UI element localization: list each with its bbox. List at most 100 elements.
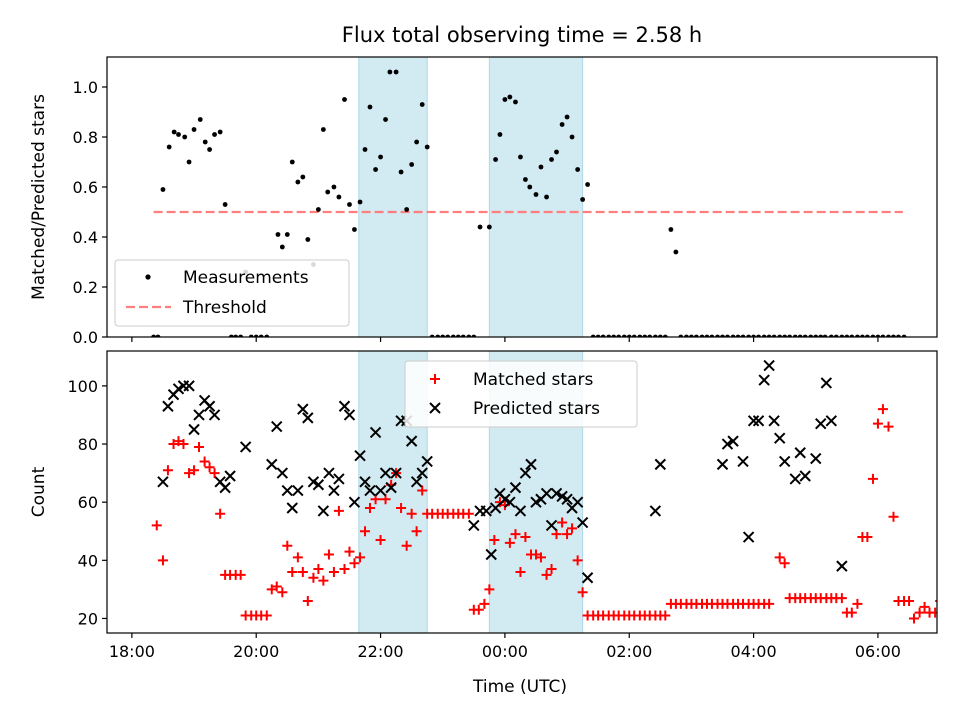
measurement-ratio-panel: 0.0 0.2 0.4 0.6 0.8 1.0 Matched/Predicted star… — [29, 56, 938, 347]
predicted-star-point — [581, 572, 594, 584]
observing-interval-band — [358, 57, 428, 337]
measurement-point — [497, 132, 503, 137]
matched-star-point — [489, 534, 500, 545]
measurement-point — [569, 134, 575, 140]
matched-star-point — [510, 529, 521, 540]
predicted-star-point — [359, 476, 371, 488]
predicted-star-point — [485, 548, 497, 561]
predicted-star-point — [354, 449, 366, 462]
predicted-star-point — [540, 487, 553, 500]
x-tick-label: 06:00 — [855, 642, 901, 661]
predicted-star-point — [348, 496, 361, 508]
predicted-star-point — [183, 380, 195, 392]
matched-star-point — [872, 418, 883, 429]
matched-star-point — [401, 540, 412, 551]
predicted-star-point — [561, 493, 573, 505]
legend-box — [404, 360, 638, 428]
matched-star-point — [411, 526, 422, 537]
matched-star-point — [323, 549, 334, 560]
measurement-point — [202, 139, 208, 145]
predicted-star-point — [385, 481, 397, 494]
x-tick-label: 04:00 — [731, 642, 777, 661]
legend-measurements-label: Measurements — [183, 268, 309, 288]
measurement-point — [347, 202, 352, 207]
legend-predicted-label: Predicted stars — [473, 399, 600, 419]
matched-star-point — [204, 462, 215, 473]
matched-star-point — [567, 523, 578, 534]
legend-predicted-marker — [429, 402, 441, 414]
measurement-point — [320, 127, 326, 132]
predicted-star-point — [328, 484, 340, 497]
measurement-point — [414, 139, 420, 145]
predicted-star-point — [468, 519, 480, 532]
predicted-star-point — [737, 455, 749, 468]
matched-star-point — [215, 508, 226, 519]
measurement-point — [507, 94, 513, 100]
predicted-star-point — [410, 476, 423, 488]
predicted-star-point — [480, 505, 492, 517]
predicted-star-point — [747, 415, 760, 427]
matched-star-point — [877, 404, 888, 415]
matched-star-point — [562, 529, 573, 540]
measurement-point — [191, 127, 197, 132]
matched-star-point — [546, 564, 557, 575]
predicted-star-point — [763, 359, 775, 372]
matched-star-point — [836, 593, 847, 604]
measurement-point — [182, 134, 188, 140]
plot-area — [151, 57, 907, 337]
predicted-star-point — [519, 467, 532, 479]
matched-star-point — [209, 468, 220, 479]
measurement-point — [477, 224, 483, 230]
measurement-point — [580, 197, 586, 202]
matched-star-point — [774, 552, 785, 563]
chart-title: Flux total observing time = 2.58 h — [342, 23, 702, 47]
measurement-point — [419, 102, 425, 107]
matched-star-point — [162, 465, 173, 476]
predicted-star-point — [716, 458, 729, 471]
y-tick-label: 80 — [78, 435, 98, 454]
predicted-star-point — [810, 452, 822, 465]
matched-star-point — [339, 564, 350, 575]
x-axis-label: Time (UTC) — [472, 677, 567, 697]
observing-interval-band — [488, 57, 584, 337]
predicted-star-point — [421, 455, 433, 468]
measurement-point — [527, 184, 533, 190]
legend-measurements-marker — [145, 274, 151, 280]
measurement-point — [398, 169, 404, 175]
predicted-star-point — [509, 481, 522, 494]
matched-star-point — [151, 520, 162, 531]
matched-star-point — [660, 610, 671, 621]
predicted-star-point — [405, 435, 418, 447]
measurement-point — [513, 99, 518, 105]
matched-star-point — [417, 485, 428, 496]
measurement-point — [305, 237, 311, 242]
measurement-point — [668, 227, 674, 232]
predicted-star-point — [208, 409, 221, 421]
measurement-point — [207, 147, 212, 152]
measurement-point — [538, 164, 544, 170]
matched-star-point — [355, 552, 366, 563]
predicted-star-point — [727, 435, 739, 447]
measurement-point — [289, 159, 295, 165]
matched-star-point — [287, 566, 298, 577]
measurement-point — [367, 104, 373, 110]
predicted-star-point — [799, 470, 811, 482]
predicted-star-point — [271, 420, 283, 433]
matched-star-point — [919, 601, 930, 612]
matched-star-point — [852, 598, 863, 609]
measurement-point — [325, 189, 331, 195]
matched-star-point — [333, 505, 344, 516]
measurement-point — [352, 227, 357, 232]
predicted-star-point — [219, 481, 231, 494]
matched-star-point — [577, 587, 588, 598]
predicted-star-point — [281, 484, 294, 497]
matched-star-point — [396, 502, 407, 513]
matched-star-point — [297, 566, 308, 577]
matched-star-point — [178, 439, 189, 450]
measurement-point — [186, 159, 192, 165]
predicted-star-point — [333, 473, 345, 485]
matched-star-point — [282, 540, 293, 551]
measurement-point — [342, 97, 347, 102]
matched-star-point — [930, 607, 937, 618]
matched-star-point — [484, 584, 495, 595]
